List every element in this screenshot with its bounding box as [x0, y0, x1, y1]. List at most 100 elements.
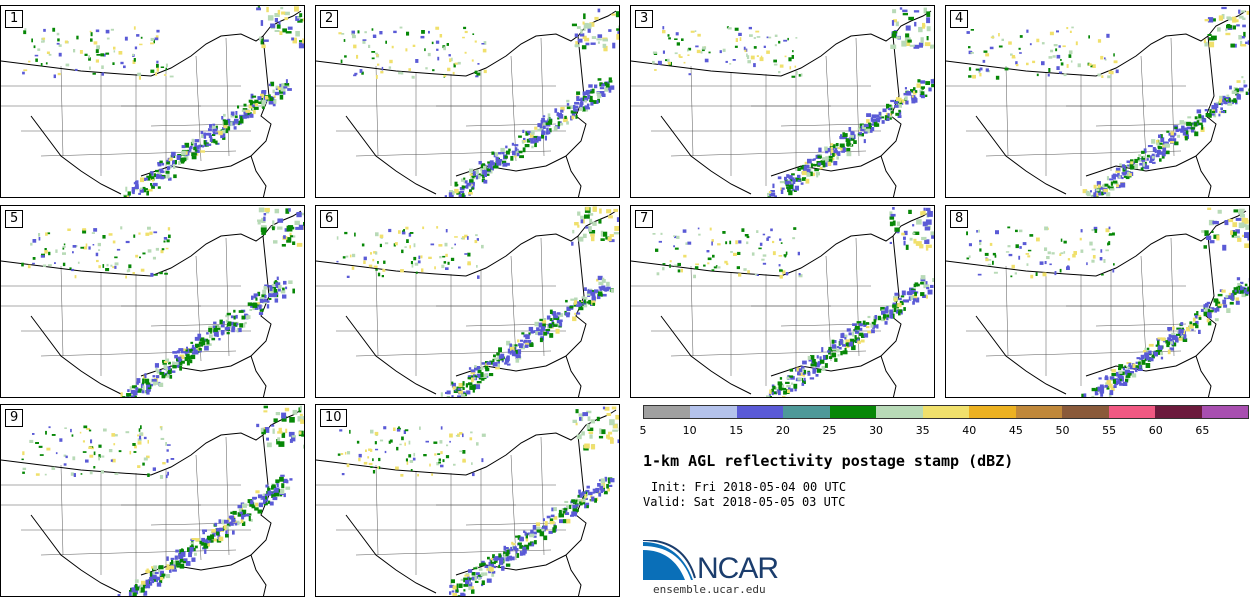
- reflectivity-cell: [503, 553, 507, 558]
- reflectivity-cell: [22, 467, 27, 470]
- reflectivity-cell: [578, 305, 584, 311]
- reflectivity-cell: [1244, 287, 1249, 290]
- reflectivity-cell: [257, 291, 261, 297]
- reflectivity-cell: [543, 535, 548, 541]
- reflectivity-cell: [1201, 230, 1206, 233]
- reflectivity-cell: [251, 505, 256, 509]
- reflectivity-cell: [48, 251, 51, 256]
- reflectivity-cell: [482, 170, 487, 175]
- reflectivity-cell: [1193, 122, 1198, 127]
- reflectivity-cell: [251, 95, 257, 98]
- reflectivity-cell: [376, 53, 379, 57]
- reflectivity-cell: [1060, 59, 1062, 61]
- reflectivity-cell: [468, 367, 472, 370]
- reflectivity-cell: [583, 22, 589, 29]
- reflectivity-cell: [1134, 367, 1138, 373]
- reflectivity-cell: [22, 451, 25, 456]
- reflectivity-cell: [131, 587, 136, 592]
- reflectivity-cell: [1059, 253, 1062, 256]
- reflectivity-cell: [1221, 289, 1226, 293]
- reflectivity-cell: [371, 51, 376, 53]
- reflectivity-cell: [161, 573, 166, 577]
- reflectivity-cell: [474, 365, 477, 368]
- reflectivity-cell: [786, 186, 792, 189]
- reflectivity-cell: [272, 496, 278, 501]
- reflectivity-cell: [926, 17, 931, 24]
- coastline: [316, 409, 617, 596]
- reflectivity-cell: [149, 176, 154, 180]
- reflectivity-cell: [212, 128, 216, 132]
- reflectivity-cell: [922, 221, 928, 227]
- reflectivity-cell: [512, 150, 516, 156]
- reflectivity-cell: [216, 332, 219, 337]
- reflectivity-cell: [270, 81, 275, 87]
- reflectivity-cell: [483, 41, 487, 45]
- reflectivity-cell: [1179, 329, 1184, 333]
- reflectivity-cell: [148, 581, 153, 586]
- colorbar-bin: [736, 406, 784, 418]
- reflectivity-cell: [118, 450, 122, 453]
- reflectivity-cell: [138, 388, 142, 391]
- reflectivity-cell: [220, 330, 225, 335]
- reflectivity-cell: [287, 88, 292, 91]
- reflectivity-cell: [608, 29, 612, 32]
- reflectivity-cell: [451, 381, 454, 385]
- reflectivity-cell: [1225, 96, 1231, 101]
- reflectivity-cell: [352, 253, 356, 258]
- reflectivity-cell: [400, 269, 404, 273]
- reflectivity-cell: [158, 174, 163, 179]
- reflectivity-cell: [267, 15, 274, 21]
- reflectivity-cell: [88, 429, 92, 432]
- reflectivity-cell: [396, 446, 399, 451]
- reflectivity-cell: [42, 264, 47, 267]
- reflectivity-cell: [530, 130, 535, 135]
- reflectivity-cell: [145, 579, 150, 585]
- reflectivity-cell: [274, 291, 279, 295]
- reflectivity-cell: [526, 131, 531, 135]
- reflectivity-cell: [1191, 128, 1195, 133]
- reflectivity-cell: [515, 354, 519, 359]
- reflectivity-cell: [165, 63, 168, 68]
- reflectivity-cell: [169, 374, 173, 379]
- reflectivity-cell: [303, 24, 304, 30]
- reflectivity-cell: [564, 500, 569, 503]
- reflectivity-cell: [588, 431, 594, 434]
- reflectivity-cell: [810, 355, 815, 360]
- reflectivity-cell: [75, 245, 78, 247]
- reflectivity-cell: [559, 322, 563, 327]
- reflectivity-cell: [153, 231, 158, 234]
- reflectivity-cell: [267, 486, 270, 491]
- reflectivity-cell: [475, 234, 478, 237]
- reflectivity-cell: [1176, 129, 1179, 132]
- reflectivity-cell: [233, 315, 236, 320]
- reflectivity-cell: [832, 144, 836, 149]
- reflectivity-cell: [890, 213, 896, 217]
- reflectivity-cell: [578, 489, 581, 494]
- reflectivity-cell: [1138, 154, 1142, 157]
- reflectivity-cell: [212, 134, 216, 136]
- reflectivity-cell: [561, 508, 565, 512]
- reflectivity-cell: [446, 197, 450, 198]
- reflectivity-cell: [677, 269, 681, 273]
- reflectivity-cell: [931, 233, 934, 239]
- reflectivity-cell: [165, 358, 170, 363]
- reflectivity-cell: [177, 155, 180, 158]
- reflectivity-cell: [662, 30, 666, 34]
- reflectivity-cell: [673, 245, 675, 248]
- reflectivity-cell: [129, 450, 132, 455]
- reflectivity-cell: [862, 320, 866, 325]
- reflectivity-cell: [174, 555, 178, 560]
- reflectivity-cell: [468, 582, 473, 587]
- reflectivity-cell: [773, 63, 778, 66]
- reflectivity-cell: [449, 591, 452, 595]
- reflectivity-cell: [384, 450, 387, 454]
- reflectivity-cell: [93, 466, 96, 469]
- reflectivity-cell: [391, 45, 394, 49]
- reflectivity-cell: [836, 156, 839, 160]
- reflectivity-cell: [1157, 340, 1160, 345]
- reflectivity-cell: [1091, 195, 1095, 197]
- reflectivity-cell: [925, 94, 928, 97]
- reflectivity-cell: [556, 312, 561, 315]
- reflectivity-cell: [1151, 139, 1156, 144]
- reflectivity-cell: [237, 512, 242, 517]
